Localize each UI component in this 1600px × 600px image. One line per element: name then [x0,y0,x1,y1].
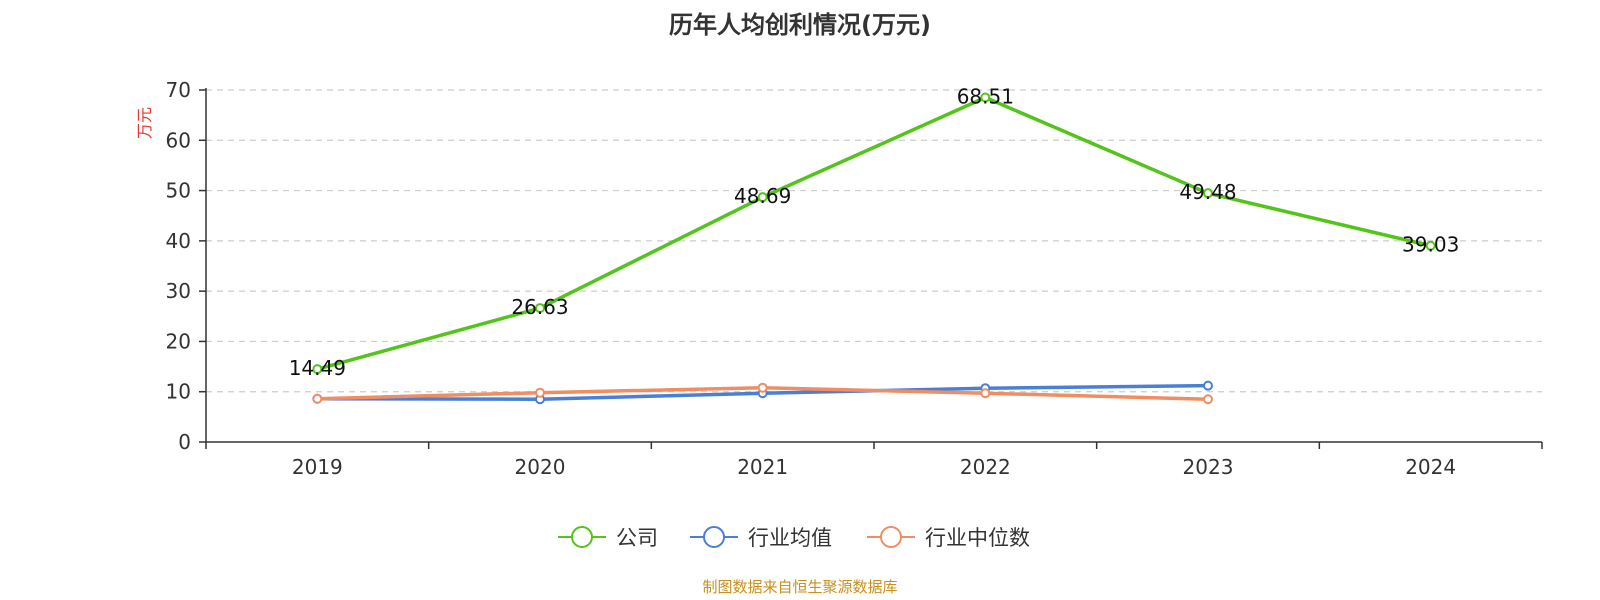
legend-marker [571,526,593,548]
data-point [980,92,991,103]
y-tick-label: 10 [166,380,191,404]
data-point [980,388,991,399]
x-tick-label: 2024 [1405,455,1456,479]
data-point [757,382,768,393]
series-line-0 [315,95,1433,371]
y-tick-label: 40 [166,229,191,253]
x-tick-label: 2019 [292,455,343,479]
y-tick-label: 50 [166,179,191,203]
legend-item-0[interactable]: 公司 [558,526,658,550]
x-tick-label: 2022 [960,455,1011,479]
y-tick-label: 30 [166,279,191,303]
data-point [1203,188,1213,199]
y-tick-label: 70 [166,78,191,102]
data-label: 14.49 [289,356,346,380]
data-label: 26.63 [511,295,568,319]
data-point [535,387,545,398]
legend-item-2[interactable]: 行业中位数 [867,526,1030,550]
y-tick-label: 20 [166,329,191,353]
data-label: 39.03 [1402,233,1459,257]
data-label: 49.48 [1179,180,1236,204]
chart-title: 历年人均创利情况(万元) [669,11,931,39]
grid-lines [206,89,1542,393]
legend: 公司 行业均值 行业中位数 [558,526,1030,550]
y-tick-label: 0 [178,430,191,454]
legend-marker [880,526,902,548]
legend-label: 行业均值 [748,526,832,550]
legend-item-1[interactable]: 行业均值 [690,526,832,550]
data-label: 48.69 [734,184,791,208]
legend-label: 行业中位数 [925,526,1030,550]
data-point [312,364,323,375]
data-source-note: 制图数据来自恒生聚源数据库 [702,578,897,596]
y-axis-label: 万元 [135,107,154,139]
data-labels: 14.49 26.63 48.69 68.51 49.48 39.03 [289,84,1460,380]
y-tick-label: 60 [166,128,191,152]
axes: 0 10 20 30 40 50 60 70 2019 2020 2021 2022 2023 2024 [166,78,1543,479]
data-point [757,192,768,203]
data-point [535,303,545,314]
data-point [1425,240,1436,251]
data-label: 68.51 [957,84,1014,108]
data-point [312,393,323,404]
data-point [1203,380,1213,391]
x-tick-label: 2023 [1183,455,1234,479]
x-tick-label: 2020 [515,455,566,479]
legend-marker [703,526,725,548]
series-lines [312,92,1436,405]
x-tick-label: 2021 [737,455,788,479]
legend-label: 公司 [616,526,658,550]
data-point [1203,394,1213,405]
